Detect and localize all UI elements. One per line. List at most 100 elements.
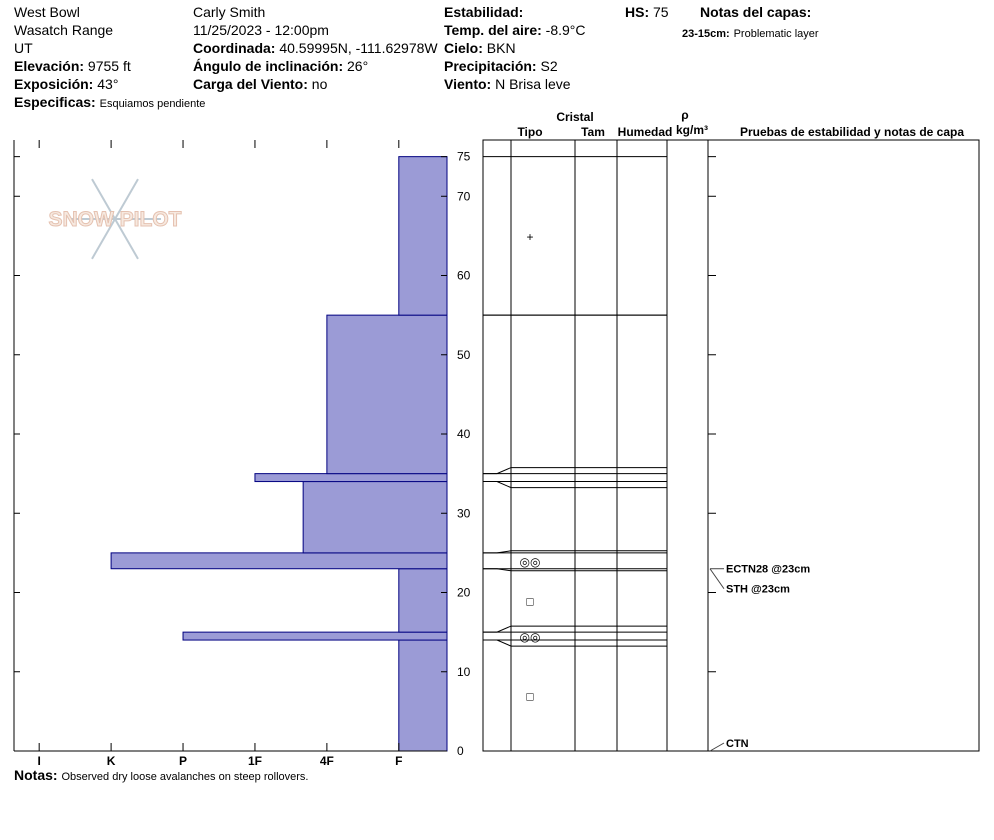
y-tick-label: 0 xyxy=(457,744,464,758)
layer-boundary xyxy=(483,639,667,647)
field-label: Elevación: xyxy=(14,58,85,74)
grain-symbol: ◎◎ xyxy=(520,555,541,569)
test-arrow xyxy=(709,568,725,590)
table-frame xyxy=(482,139,980,752)
header-field: Ángulo de inclinación: 26° xyxy=(193,58,368,74)
header-field: West Bowl xyxy=(14,4,80,20)
field-label: Ángulo de inclinación: xyxy=(193,58,344,74)
table-header: kg/m³ xyxy=(676,123,708,137)
field-value: N Brisa leve xyxy=(495,76,571,92)
hardness-bar xyxy=(398,156,448,316)
hardness-bar xyxy=(398,639,448,752)
y-tick-label: 30 xyxy=(457,506,471,520)
x-tick-label: K xyxy=(107,754,116,768)
field-label: Exposición: xyxy=(14,76,94,92)
logo-flake xyxy=(114,178,139,220)
hardness-bar xyxy=(302,481,448,554)
y-tick-label: 70 xyxy=(457,189,471,203)
grain-symbol: ◎◎ xyxy=(520,630,541,644)
test-label: STH @23cm xyxy=(726,584,790,596)
field-label: Notas: xyxy=(14,767,58,783)
field-value: 43° xyxy=(97,76,119,92)
field-label: Especificas: xyxy=(14,94,96,110)
table-header: ρ xyxy=(681,108,688,122)
header-field: Cielo: BKN xyxy=(444,40,516,56)
field-label: Notas del capas: xyxy=(700,4,812,20)
test-arrow xyxy=(709,742,725,752)
field-value: Wasatch Range xyxy=(14,22,114,38)
table-header: Tam xyxy=(581,125,605,139)
logo-text: SNOW PILOT xyxy=(49,208,182,231)
field-value: 40.59995N, -111.62978W xyxy=(279,40,438,56)
header-field: UT xyxy=(14,40,33,56)
layer-boundary xyxy=(483,568,667,572)
logo-flake xyxy=(91,178,116,220)
field-value: 11/25/2023 - 12:00pm xyxy=(193,22,329,38)
header-field: Temp. del aire: -8.9°C xyxy=(444,22,586,38)
hardness-bar xyxy=(110,552,448,570)
field-value: S2 xyxy=(540,58,558,74)
grain-symbol: □ xyxy=(526,594,533,608)
field-value: 75 xyxy=(653,4,669,20)
field-label: 23-15cm: xyxy=(682,28,730,40)
header-field: Elevación: 9755 ft xyxy=(14,58,131,74)
hardness-bar xyxy=(398,568,448,633)
header-field: Viento: N Brisa leve xyxy=(444,76,571,92)
header-field: Notas: Observed dry loose avalanches on … xyxy=(14,767,308,783)
x-tick-label: I xyxy=(38,754,41,768)
table-header: Humedad xyxy=(618,125,673,139)
hardness-bar xyxy=(326,314,448,475)
y-tick-label: 75 xyxy=(457,150,471,164)
field-label: Estabilidad: xyxy=(444,4,524,20)
header-field: 23-15cm: Problematic layer xyxy=(682,24,819,40)
logo-flake xyxy=(114,218,139,260)
field-value: 9755 ft xyxy=(87,58,131,74)
header-field: Wasatch Range xyxy=(14,22,113,38)
x-tick-label: 4F xyxy=(320,754,334,768)
y-tick-label: 10 xyxy=(457,665,471,679)
field-label: HS: xyxy=(625,4,650,20)
header-field: Carga del Viento: no xyxy=(193,76,327,92)
y-tick-label: 60 xyxy=(457,269,471,283)
field-label: Temp. del aire: xyxy=(444,22,542,38)
y-tick-label: 40 xyxy=(457,427,471,441)
test-label: CTN xyxy=(726,738,749,750)
header-field: Coordinada: 40.59995N, -111.62978W xyxy=(193,40,438,56)
header-field: Especificas: Esquiamos pendiente xyxy=(14,94,205,110)
field-label: Coordinada: xyxy=(193,40,276,56)
field-value: -8.9°C xyxy=(545,22,586,38)
logo-flake xyxy=(91,218,116,260)
field-value: Observed dry loose avalanches on steep r… xyxy=(61,771,309,783)
header-field: Precipitación: S2 xyxy=(444,58,558,74)
field-value: West Bowl xyxy=(14,4,80,20)
field-label: Precipitación: xyxy=(444,58,537,74)
field-value: UT xyxy=(14,40,33,56)
field-value: BKN xyxy=(486,40,516,56)
field-value: 26° xyxy=(347,58,369,74)
header-field: Estabilidad: xyxy=(444,4,523,20)
header-field: Notas del capas: xyxy=(700,4,811,20)
x-tick-label: 1F xyxy=(248,754,262,768)
field-value: Carly Smith xyxy=(193,4,266,20)
y-tick-label: 50 xyxy=(457,348,471,362)
y-tick-label: 20 xyxy=(457,586,471,600)
grain-symbol: □ xyxy=(526,690,533,704)
hardness-bar xyxy=(254,473,448,483)
header-field: HS: 75 xyxy=(625,4,669,20)
table-header: Pruebas de estabilidad y notas de capa xyxy=(740,125,964,139)
header-field: Exposición: 43° xyxy=(14,76,118,92)
field-value: Problematic layer xyxy=(733,28,819,40)
header-field: 11/25/2023 - 12:00pm xyxy=(193,22,329,38)
test-label: ECTN28 @23cm xyxy=(726,564,810,576)
field-label: Viento: xyxy=(444,76,492,92)
header-field: Carly Smith xyxy=(193,4,265,20)
hardness-bar xyxy=(182,631,448,641)
field-value: Esquiamos pendiente xyxy=(99,98,206,110)
table-header: Tipo xyxy=(517,125,542,139)
x-tick-label: P xyxy=(179,754,187,768)
field-value: no xyxy=(311,76,328,92)
x-tick-label: F xyxy=(395,754,402,768)
grain-symbol: + xyxy=(526,230,533,244)
